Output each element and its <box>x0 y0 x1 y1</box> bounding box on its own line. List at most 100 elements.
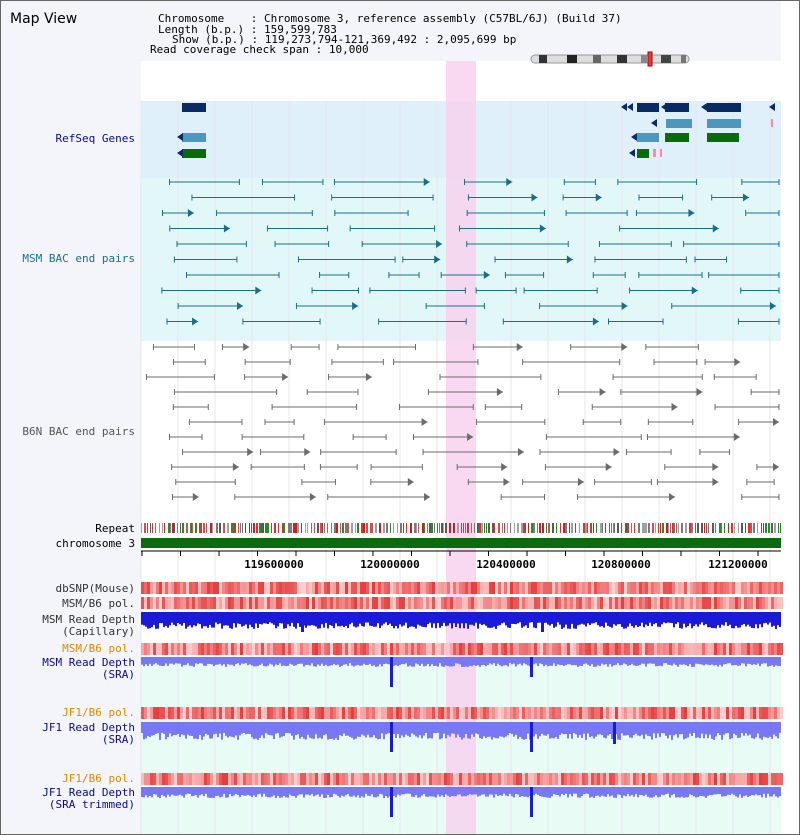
gene-strand-arrow <box>661 103 667 111</box>
msm-depth-sra-bar <box>617 657 619 664</box>
jf1-depth-sra-bar <box>453 722 455 734</box>
jf1-depth-trimmed-bar <box>255 787 257 797</box>
msm-depth-capillary-bar <box>207 612 209 628</box>
repeat-mark <box>245 523 246 533</box>
msm-depth-capillary-bar <box>403 612 405 626</box>
jf1-depth-trimmed-bar <box>261 787 263 797</box>
msm-b6-pol-2-heat <box>726 643 729 655</box>
msm-b6-pol-heat <box>207 597 210 609</box>
ideogram-position-marker <box>647 51 653 67</box>
jf1-pol-2-heat <box>378 773 381 785</box>
jf1-depth-trimmed-bar <box>515 787 517 795</box>
jf1-pol-2-heat <box>345 773 348 785</box>
jf1-depth-trimmed-bar <box>201 787 203 795</box>
msm-depth-capillary-bar <box>339 612 341 627</box>
jf1-depth-trimmed-bar <box>691 787 693 796</box>
jf1-pol-2-heat <box>567 773 570 785</box>
repeat-mark <box>479 523 481 533</box>
msm-depth-capillary-bar <box>269 612 271 623</box>
jf1-depth-sra-bar <box>435 722 437 733</box>
jf1-pol-2-heat <box>738 773 741 785</box>
jf1-depth-sra-bar <box>623 722 625 736</box>
jf1-depth-sra-bar <box>471 722 473 735</box>
msm-depth-sra-bar <box>295 657 297 666</box>
jf1-depth-trimmed-bar <box>333 787 335 794</box>
jf1-pol-heat <box>246 707 249 719</box>
jf1-depth-sra-bar <box>223 722 225 733</box>
repeat-mark <box>155 523 156 533</box>
jf1-pol-2-heat <box>741 773 744 785</box>
dbsnp-heat <box>624 582 627 594</box>
dbsnp-heat <box>399 582 402 594</box>
jf1-pol-heat <box>402 707 405 719</box>
msm-b6-pol-heat <box>360 597 363 609</box>
msm-b6-pol-2-heat <box>699 643 702 655</box>
jf1-pol-heat <box>774 707 777 719</box>
dbsnp-heat <box>345 582 348 594</box>
jf1-depth-trimmed-bar <box>539 787 541 797</box>
b6n-bac-pair-end <box>712 478 719 486</box>
msm-depth-capillary-bar <box>777 612 779 626</box>
repeat-mark <box>263 523 264 533</box>
msm-depth-capillary-bar <box>579 612 581 625</box>
msm-b6-pol-2-heat <box>228 643 231 655</box>
jf1-pol-heat <box>513 707 516 719</box>
jf1-pol-heat <box>522 707 525 719</box>
jf1-pol-2-heat <box>291 773 294 785</box>
jf1-depth-sra-bar <box>495 722 497 739</box>
msm-b6-pol-2-heat <box>201 643 204 655</box>
dbsnp-heat <box>441 582 444 594</box>
msm-depth-sra-bar <box>303 657 305 667</box>
repeat-mark <box>771 523 773 533</box>
jf1-depth-sra-bar <box>491 722 493 740</box>
repeat-mark <box>627 523 629 533</box>
msm-depth-capillary-bar <box>417 612 419 625</box>
label-line-2: (SRA trimmed) <box>48 798 135 811</box>
msm-b6-pol-2-heat <box>423 643 426 655</box>
jf1-depth-trimmed-bar <box>413 787 415 797</box>
jf1-pol-heat <box>183 707 186 719</box>
jf1-pol-heat <box>411 707 414 719</box>
jf1-depth-trimmed-bar <box>239 787 241 798</box>
jf1-depth-sra-bar <box>747 722 749 736</box>
jf1-pol-heat <box>477 707 480 719</box>
length-value: 159,599,783 <box>263 23 337 36</box>
msm-b6-pol-2-heat <box>315 643 318 655</box>
repeat-mark <box>525 523 526 533</box>
jf1-pol-2-heat <box>222 773 225 785</box>
msm-depth-capillary-bar <box>521 612 523 628</box>
msm-depth-capillary-bar <box>633 612 635 628</box>
jf1-depth-trimmed-bar <box>377 787 379 797</box>
repeat-mark <box>282 523 284 533</box>
jf1-depth-sra-bar <box>675 722 677 735</box>
dbsnp-heat <box>609 582 612 594</box>
jf1-pol-heat <box>462 707 465 719</box>
repeat-mark <box>648 523 650 533</box>
msm-b6-pol-2-heat <box>171 643 174 655</box>
msm-depth-capillary-bar <box>143 612 145 626</box>
msm-b6-pol-2-heat <box>222 643 225 655</box>
jf1-depth-trimmed-bar <box>311 787 313 794</box>
jf1-pol-heat <box>525 707 528 719</box>
jf1-depth-trimmed-bar <box>563 787 565 796</box>
jf1-depth-trimmed-bar <box>375 787 377 798</box>
jf1-depth-trimmed-bar <box>613 787 615 798</box>
msm-b6-pol-heat <box>171 597 174 609</box>
jf1-depth-trimmed-bar <box>723 787 725 797</box>
jf1-pol-heat <box>744 707 747 719</box>
msm-depth-capillary-bar <box>717 612 719 626</box>
jf1-pol-2-heat <box>546 773 549 785</box>
jf1-depth-trimmed-bar <box>559 787 561 797</box>
msm-depth-capillary-bar <box>265 612 267 624</box>
dbsnp-heat <box>729 582 732 594</box>
jf1-pol-heat <box>273 707 276 719</box>
jf1-pol-heat <box>369 707 372 719</box>
gene-block <box>707 119 741 128</box>
b6n-bac-pair-end <box>599 388 606 396</box>
jf1-pol-heat <box>663 707 666 719</box>
b6n-bac-pair-end <box>696 388 703 396</box>
jf1-depth-trimmed-bar <box>719 787 721 795</box>
repeat-mark <box>150 523 151 533</box>
jf1-pol-heat <box>456 707 459 719</box>
